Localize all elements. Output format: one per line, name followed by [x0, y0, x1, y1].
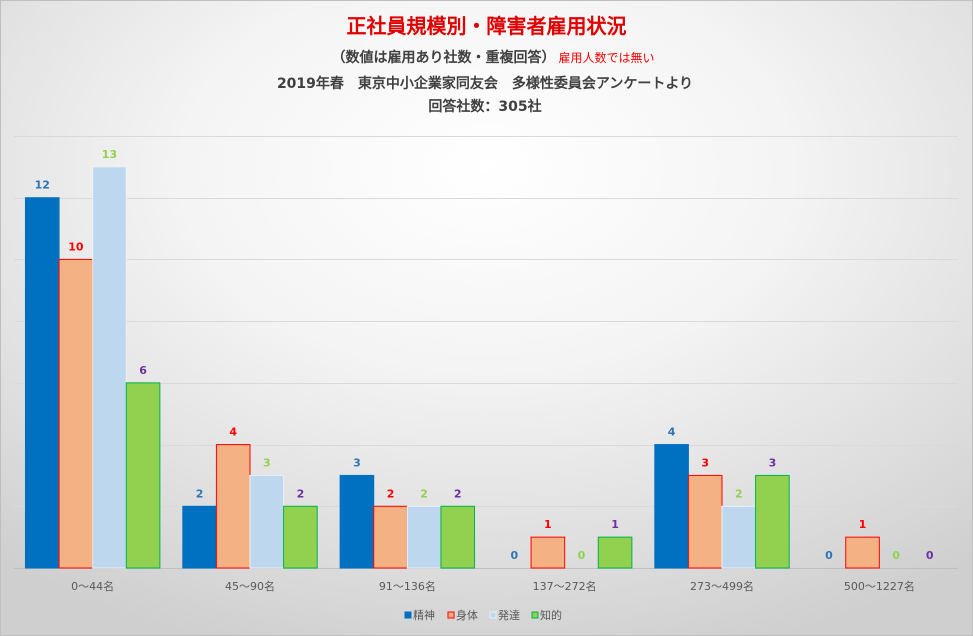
- bar-series2-cat6: [845, 536, 880, 569]
- bar-series1-cat1: [24, 197, 60, 569]
- legend: 精神 身体 発達 知的: [404, 608, 562, 622]
- bar-series4-cat2: [283, 505, 318, 569]
- respondent-count: 回答社数：305社: [428, 98, 541, 115]
- bar-series3-cat5: [721, 505, 757, 569]
- legend-label-series2: 身体: [456, 608, 478, 622]
- bar-series2-cat3: [373, 505, 408, 569]
- data-label-series4-cat1: 6: [139, 364, 147, 377]
- legend-item-series3: 発達: [489, 608, 520, 622]
- legend-label-series1: 精神: [413, 608, 435, 622]
- bar-series3-cat1: [92, 166, 127, 569]
- gridlines: [14, 136, 958, 569]
- data-label-series4-cat4: 1: [611, 518, 619, 531]
- data-label-series1-cat6: 0: [825, 549, 833, 562]
- data-label-series4-cat5: 3: [769, 456, 777, 469]
- category-label-4: 137～272名: [533, 579, 597, 593]
- bar-series4-cat3: [440, 505, 476, 569]
- data-label-series1-cat2: 2: [196, 487, 204, 500]
- category-axis: 0～44名 45～90名 91～136名 137～272名 273～499名 500～12…: [71, 579, 915, 593]
- legend-label-series3: 発達: [498, 608, 520, 622]
- bar-series2-cat4: [530, 536, 566, 569]
- subtitle-text: （数値は雇用あり社数・重複回答）: [331, 49, 555, 66]
- legend-label-series4: 知的: [540, 608, 562, 622]
- bar-series3-cat3: [406, 505, 442, 569]
- legend-swatch-series3: [489, 611, 497, 619]
- data-label-series2-cat1: 10: [68, 240, 84, 253]
- chart-subtitle: （数値は雇用あり社数・重複回答） 雇用人数では無い: [331, 49, 654, 66]
- data-label-series1-cat4: 0: [510, 549, 518, 562]
- data-label-series1-cat3: 3: [353, 456, 361, 469]
- data-label-series3-cat1: 13: [102, 148, 117, 161]
- category-label-6: 500～1227名: [844, 579, 915, 593]
- survey-source: 2019年春 東京中小企業家同友会 多様性委員会アンケートより: [277, 75, 693, 92]
- data-label-series2-cat5: 3: [701, 456, 709, 469]
- bar-series1-cat2: [182, 505, 217, 569]
- bar-series4-cat5: [755, 474, 790, 569]
- data-label-series4-cat6: 0: [926, 549, 934, 562]
- category-label-3: 91～136名: [379, 579, 436, 593]
- legend-swatch-series2: [447, 611, 455, 619]
- legend-item-series4: 知的: [531, 608, 562, 622]
- subtitle-note: 雇用人数では無い: [558, 50, 654, 65]
- data-label-series4-cat2: 2: [297, 487, 305, 500]
- data-label-series3-cat4: 0: [578, 549, 586, 562]
- bars: [24, 166, 880, 569]
- data-label-series4-cat3: 2: [454, 487, 462, 500]
- data-label-series1-cat1: 12: [35, 179, 50, 192]
- category-label-1: 0～44名: [71, 579, 114, 593]
- bar-series3-cat2: [249, 474, 285, 569]
- legend-swatch-series1: [404, 611, 412, 619]
- data-label-series3-cat6: 0: [892, 549, 900, 562]
- bar-series2-cat1: [58, 258, 94, 569]
- data-label-series2-cat6: 1: [859, 518, 867, 531]
- data-label-series2-cat4: 1: [544, 518, 552, 531]
- bar-series1-cat5: [654, 444, 689, 569]
- data-label-series1-cat5: 4: [668, 426, 676, 439]
- category-label-5: 273～499名: [690, 579, 754, 593]
- bar-series4-cat1: [125, 382, 161, 569]
- data-label-series2-cat3: 2: [387, 487, 395, 500]
- bar-series2-cat2: [215, 444, 251, 569]
- legend-swatch-series4: [531, 611, 539, 619]
- data-label-series3-cat5: 2: [735, 487, 743, 500]
- data-label-series2-cat2: 4: [229, 426, 237, 439]
- bar-series2-cat5: [687, 474, 723, 569]
- bar-series4-cat4: [597, 536, 633, 569]
- bar-series1-cat3: [339, 474, 375, 569]
- data-label-series3-cat3: 2: [420, 487, 428, 500]
- legend-item-series2: 身体: [447, 608, 478, 622]
- category-label-2: 45～90名: [225, 579, 275, 593]
- legend-item-series1: 精神: [404, 608, 435, 622]
- data-label-series3-cat2: 3: [263, 456, 271, 469]
- chart-title: 正社員規模別・障害者雇用状況: [347, 14, 627, 38]
